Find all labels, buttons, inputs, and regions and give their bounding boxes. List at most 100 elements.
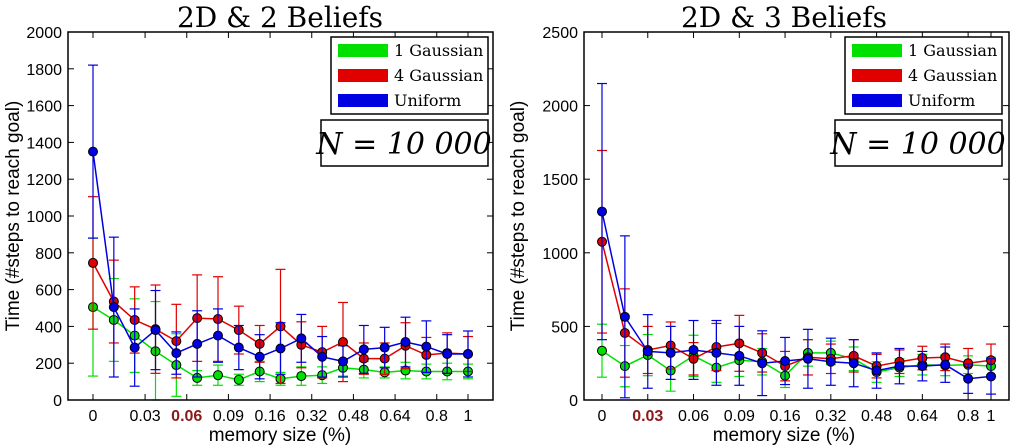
chart-2-ytick-label: 500	[551, 319, 578, 336]
chart-2-xtick-label: 0.64	[907, 408, 938, 425]
chart-panel-2: 2D & 3 Beliefs memory size (%) Time (#st…	[508, 1, 1010, 445]
chart-2-series-uniform-point	[986, 371, 996, 382]
chart-1-series-uniform-point	[379, 342, 390, 353]
chart-2-series-4-gaussian	[597, 149, 996, 382]
chart-1-xtick-label: 1	[464, 408, 473, 425]
chart-1-series	[88, 64, 473, 401]
chart-2-series-uniform-point	[665, 347, 676, 358]
chart-2-series-uniform-point	[642, 346, 653, 357]
chart-2-legend-label-3: Uniform	[908, 91, 975, 110]
chart-2-series-uniform-point	[802, 353, 813, 364]
chart-1-ytick-label: 1200	[26, 172, 62, 189]
chart-2-legend-swatch-2	[852, 69, 902, 82]
chart-2-xtick-label: 0.09	[724, 408, 755, 425]
chart-2-xtick-label: 0.16	[769, 408, 800, 425]
chart-2-series-uniform-point	[963, 373, 974, 384]
chart-1-ytick-label: 1000	[26, 209, 62, 226]
chart-1-series-uniform-point	[254, 351, 265, 362]
chart-2-annotation-text: N = 10 000	[829, 127, 1005, 162]
chart-1-annotation-box	[320, 119, 489, 167]
chart-2-xtick-label: 0.48	[861, 408, 892, 425]
chart-1-ytick-label: 200	[35, 356, 62, 373]
chart-1-series-uniform-point	[442, 349, 453, 359]
chart-2-legend: 1 Gaussian 4 Gaussian Uniform	[844, 36, 1003, 115]
chart-1-xtick-label: 0	[89, 408, 98, 425]
chart-1-series-uniform-point	[129, 342, 140, 353]
chart-2-xlabel: memory size (%)	[713, 425, 856, 445]
chart-2-annotation: N = 10 000	[829, 119, 1006, 167]
chart-2-series-uniform-point	[871, 365, 882, 376]
chart-1-series-1-gaussian-point	[233, 374, 244, 385]
chart-2-legend-swatch-3	[852, 94, 902, 107]
chart-1-series-4-gaussian-point	[88, 257, 98, 268]
chart-2-series-uniform-point	[597, 206, 607, 217]
chart-2-series-uniform	[597, 82, 996, 399]
chart-1-legend: 1 Gaussian 4 Gaussian Uniform	[330, 36, 489, 115]
chart-1-series-uniform-point	[421, 341, 432, 352]
chart-2-xtick-label: 0.06	[678, 408, 709, 425]
chart-1-xtick-label: 0.06	[171, 408, 202, 425]
chart-2-xtick-label: 0.03	[632, 408, 663, 425]
chart-2-xtick-label: 0.8	[957, 408, 979, 425]
chart-2-series-uniform-point	[757, 358, 768, 369]
chart-1-series-uniform-point	[463, 349, 473, 359]
chart-2-series	[597, 82, 996, 399]
chart-1-series-uniform-point	[317, 351, 328, 362]
chart-1-series-uniform-point	[150, 325, 161, 336]
chart-1-ylabel: Time (#steps to reach goal)	[3, 101, 24, 332]
chart-2-series-uniform-point	[734, 350, 745, 361]
chart-2-series-uniform-point	[780, 355, 791, 366]
chart-1-series-1-gaussian-point	[296, 371, 307, 382]
chart-2-ylabel: Time (#steps to reach goal)	[508, 101, 529, 332]
chart-1-xticks: 0 0.03 0.06 0.09 0.16 0.32 0.48 0.64 0.8 1	[89, 32, 473, 425]
chart-1-title: 2D & 2 Beliefs	[177, 1, 383, 34]
chart-1-ytick-label: 600	[35, 283, 62, 300]
chart-1-series-uniform-point	[275, 343, 286, 354]
chart-1-xtick-label: 0.8	[426, 408, 448, 425]
chart-1-series-uniform-point	[108, 302, 119, 313]
chart-1-series-uniform-point	[296, 333, 307, 344]
chart-1-series-uniform-point	[192, 338, 203, 349]
chart-1-ytick-label: 800	[35, 246, 62, 263]
chart-1-series-uniform-point	[233, 342, 244, 353]
chart-1-xtick-label: 0.16	[255, 408, 286, 425]
chart-1-series-1-gaussian-point	[213, 370, 223, 381]
chart-1-ytick-label: 1400	[26, 135, 62, 152]
chart-1-xtick-label: 0.09	[213, 408, 244, 425]
chart-1-xtick-label: 0.32	[296, 408, 327, 425]
chart-1-legend-label-3: Uniform	[394, 91, 461, 110]
chart-2-series-uniform-point	[688, 344, 699, 355]
chart-2-series-uniform-line	[601, 211, 992, 380]
chart-1-series-uniform-point	[338, 356, 348, 367]
chart-2-xtick-label: 0	[598, 408, 607, 425]
chart-2-ytick-label: 2000	[542, 99, 578, 116]
chart-1-series-uniform-point	[358, 344, 369, 355]
chart-2-xticks: 0 0.03 0.06 0.09 0.16 0.32 0.48 0.64 0.8 1	[598, 32, 996, 425]
chart-2-series-uniform-point	[894, 361, 905, 372]
chart-2-frame	[583, 31, 1010, 401]
chart-2-ytick-label: 1500	[542, 172, 578, 189]
chart-1-xtick-label: 0.48	[338, 408, 369, 425]
chart-1-xtick-label: 0.64	[380, 408, 411, 425]
chart-2-title: 2D & 3 Beliefs	[681, 1, 887, 34]
chart-2-series-uniform-point	[917, 361, 928, 372]
chart-1-series-uniform-point	[400, 337, 411, 348]
chart-2-xtick-label: 0.32	[815, 408, 846, 425]
chart-2-legend-label-1: 1 Gaussian	[908, 41, 997, 60]
chart-2-series-1-gaussian-point	[597, 345, 607, 356]
chart-1-legend-swatch-1	[338, 44, 388, 57]
chart-1-xlabel: memory size (%)	[209, 425, 352, 445]
chart-2-yticks: 0 500 1000 1500 2000 2500	[542, 25, 1009, 410]
chart-1-legend-swatch-2	[338, 69, 388, 82]
chart-1-series-uniform-point	[171, 348, 182, 359]
chart-1-frame	[67, 31, 494, 401]
chart-1-series-uniform-point	[88, 146, 98, 157]
chart-1-series-uniform-point	[213, 330, 223, 341]
chart-2-series-uniform-point	[848, 358, 859, 369]
chart-1-ytick-label: 1800	[26, 62, 62, 79]
chart-2-xtick-label: 1	[987, 408, 996, 425]
chart-1-annotation: N = 10 000	[315, 119, 492, 167]
chart-1-legend-label-1: 1 Gaussian	[394, 41, 483, 60]
chart-2-series-uniform-point	[825, 356, 836, 367]
chart-2-annotation-box	[834, 119, 1003, 167]
